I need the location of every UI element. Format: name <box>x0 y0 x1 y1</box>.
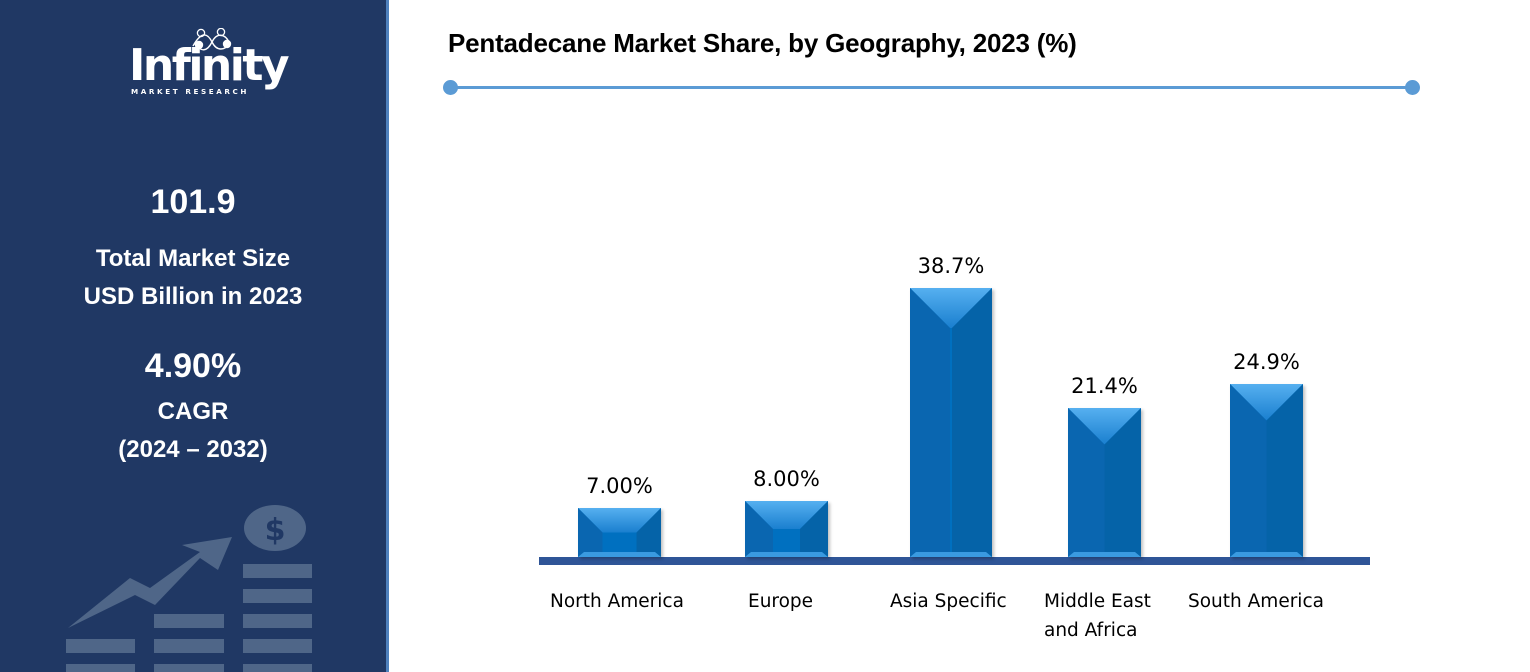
divider-dot-left <box>443 80 458 95</box>
bar-value-label: 21.4% <box>1071 374 1138 398</box>
growth-chart-dollar-icon: $ <box>66 505 312 672</box>
bar-middle-east-and-africa <box>1068 408 1141 557</box>
infinity-people-icon <box>192 28 232 51</box>
x-axis-category-label: Middle East and Africa <box>1044 591 1151 641</box>
bar-value-label: 7.00% <box>586 474 653 498</box>
x-axis-category-label: Europe <box>748 591 814 612</box>
bar-value-label: 38.7% <box>917 254 985 278</box>
title-divider <box>450 86 1412 89</box>
x-axis-category-label: Asia Specific <box>890 591 1007 612</box>
bar-value-label: 24.9% <box>1233 350 1300 374</box>
market-size-label-line1: Total Market Size <box>95 245 291 272</box>
market-size-value: 101.9 <box>150 183 236 221</box>
infinity-logo: Infinity MARKET RESEARCH <box>125 28 290 100</box>
logo-subtitle: MARKET RESEARCH <box>131 87 250 96</box>
logo-wordmark: Infinity <box>129 40 290 91</box>
bar-asia-specific <box>910 288 992 557</box>
svg-text:$: $ <box>265 513 286 548</box>
chart-title: Pentadecane Market Share, by Geography, … <box>448 28 1077 58</box>
cagr-value: 4.90% <box>144 347 242 385</box>
bar-north-america <box>578 508 661 557</box>
bar-south-america <box>1230 384 1303 557</box>
cagr-period: (2024 – 2032) <box>118 436 268 463</box>
x-axis-category-label: North America <box>550 591 684 612</box>
x-axis-baseline <box>539 557 1370 565</box>
bar-europe <box>745 501 828 557</box>
x-axis-category-label: South America <box>1188 591 1324 612</box>
bar-value-label: 8.00% <box>753 467 820 491</box>
cagr-label: CAGR <box>157 398 229 425</box>
divider-dot-right <box>1405 80 1420 95</box>
market-size-label-line2: USD Billion in 2023 <box>83 283 303 310</box>
sidebar: Infinity MARKET RESEARCH 101.9 Total Mar… <box>0 0 389 672</box>
